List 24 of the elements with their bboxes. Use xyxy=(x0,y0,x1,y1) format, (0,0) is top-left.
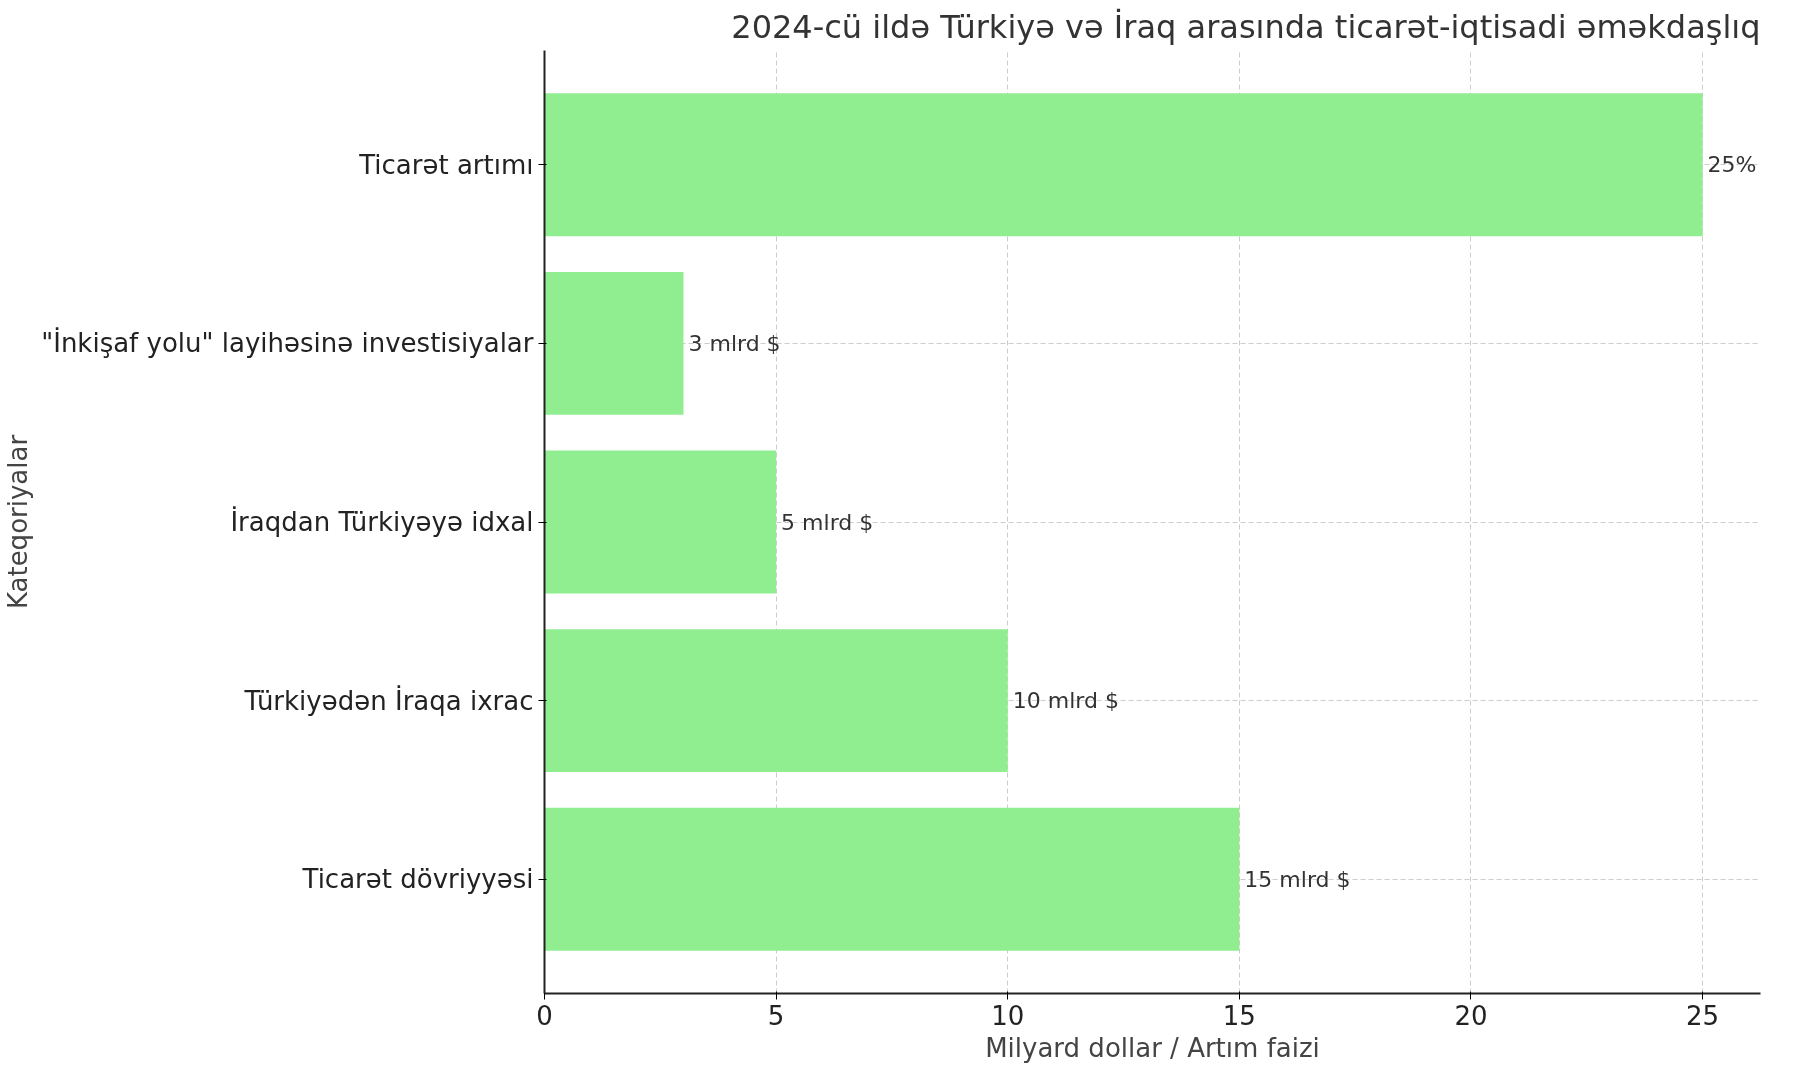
y-tick-label: İraqdan Türkiyəyə idxal xyxy=(230,506,534,537)
x-tick-label: 25 xyxy=(1686,1000,1720,1031)
data-label: 15 mlrd $ xyxy=(1244,866,1351,892)
chart-title: 2024-cü ildə Türkiyə və İraq arasında ticarət-iqtisadi əməkdaşlıq xyxy=(731,7,1761,46)
y-tick-label: "İnkişaf yolu" layihəsinə investisiyalar xyxy=(41,327,534,359)
data-label: 25% xyxy=(1707,152,1757,178)
y-tick-label: Türkiyədən İraqa ixrac xyxy=(243,684,534,716)
y-tick-label: Ticarət artımı xyxy=(358,149,534,180)
bar xyxy=(544,629,1008,773)
y-tick-label: Ticarət dövriyyəsi xyxy=(301,864,534,895)
x-tick-label: 0 xyxy=(536,1000,553,1031)
data-label: 10 mlrd $ xyxy=(1012,688,1119,714)
bar xyxy=(544,271,684,415)
y-axis-title: Kateqoriyalar xyxy=(3,434,34,610)
bar xyxy=(544,450,777,594)
data-label: 3 mlrd $ xyxy=(688,330,781,356)
x-tick-label: 15 xyxy=(1222,1000,1256,1031)
x-tick-label: 5 xyxy=(767,1000,785,1031)
x-tick-label: 20 xyxy=(1454,1000,1488,1031)
bar xyxy=(544,93,1703,237)
x-tick-label: 10 xyxy=(991,1000,1025,1031)
x-axis-title: Milyard dollar / Artım faizi xyxy=(985,1032,1320,1063)
data-label: 5 mlrd $ xyxy=(781,509,874,535)
bar xyxy=(544,807,1240,951)
